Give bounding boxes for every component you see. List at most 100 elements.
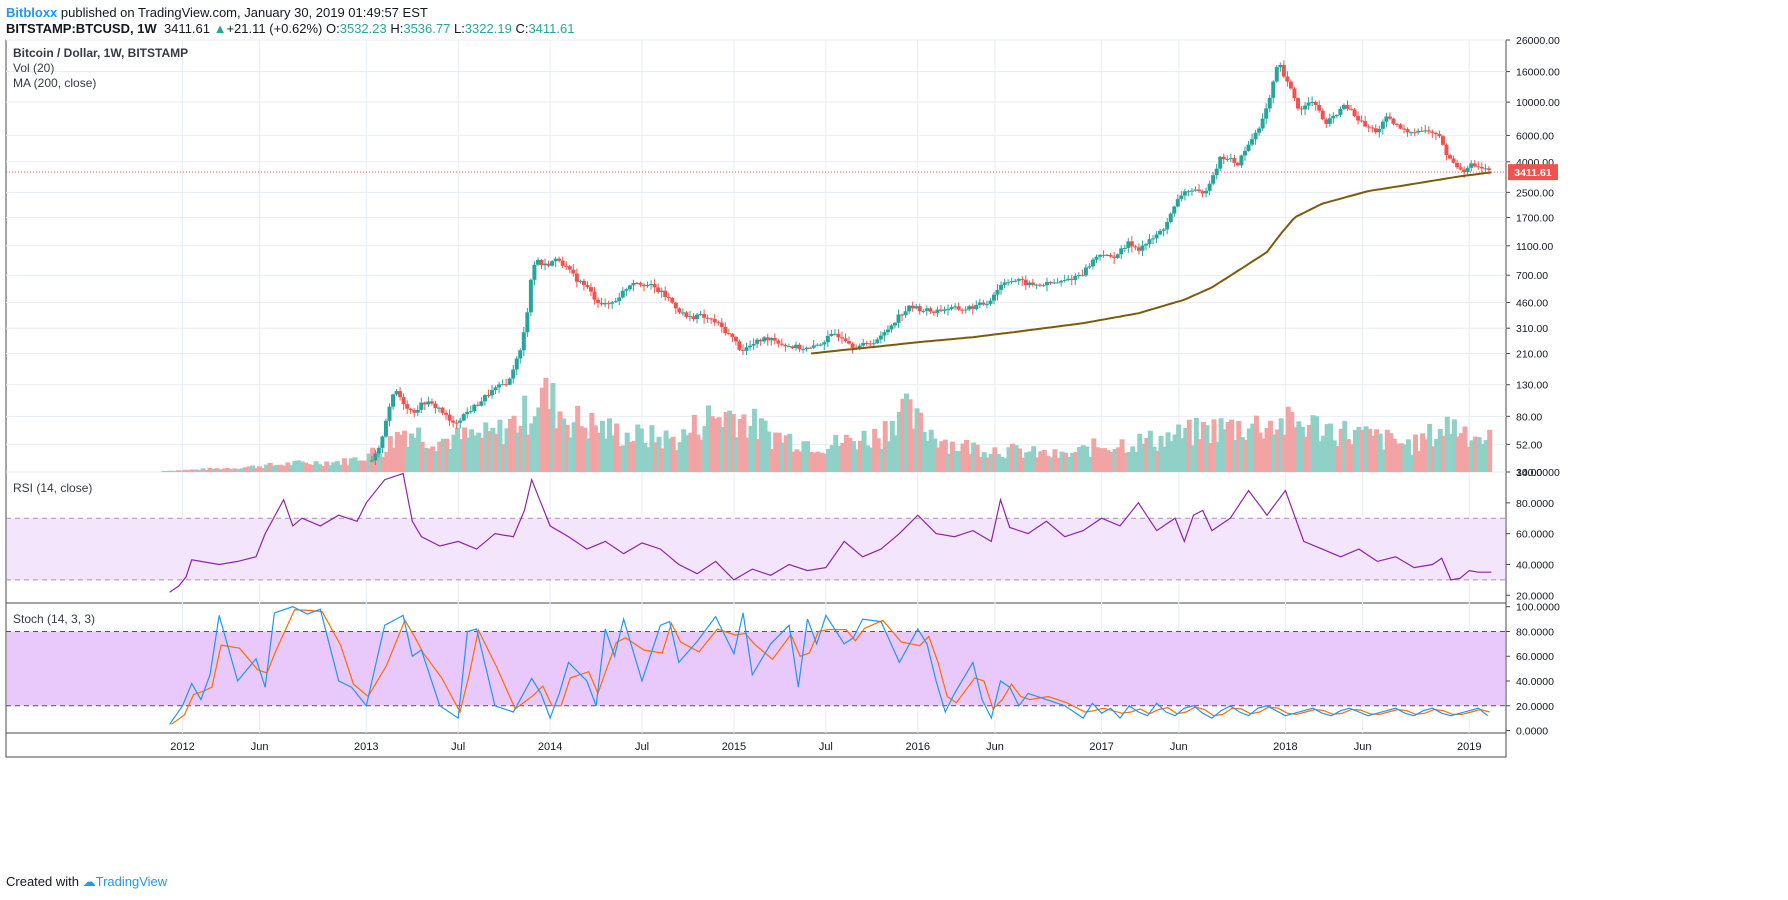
volume-bar [1197,439,1203,472]
volume-bar [317,464,323,472]
candle-body [1112,256,1117,258]
candle-body [426,401,431,405]
rsi-band [7,518,1505,580]
candle-body [401,397,406,405]
volume-bar [624,432,630,472]
x-tick-label: Jun [986,741,1004,753]
candle-body [458,420,463,423]
volume-bar [508,419,514,472]
candle-body [1179,195,1184,200]
candle-body [719,322,724,327]
volume-bar [1466,446,1472,472]
volume-bar [974,444,980,472]
volume-bar [815,451,821,472]
x-tick-label: Jun [251,741,269,753]
candle-body [691,316,696,319]
y-tick-label: 34.00 [1516,467,1542,479]
volume-bar [953,450,959,472]
candle-body [1483,168,1488,170]
volume-bar [868,447,874,472]
volume-bar [1101,448,1107,472]
volume-bar [1296,421,1302,472]
candle-body [1455,162,1460,168]
volume-bar [214,468,220,472]
volume-bar [1105,450,1111,472]
volume-bar [228,469,234,472]
candle-body [1271,81,1276,98]
candle-body [1437,134,1442,137]
volume-bar [1183,427,1189,472]
candle-body [1052,282,1057,284]
volume-bar [1112,449,1118,472]
volume-bar [889,420,895,472]
volume-bar [1193,417,1199,472]
candle-body [1235,162,1240,166]
volume-bar [660,448,666,472]
candle-body [776,340,781,344]
volume-bar [370,447,376,472]
candle-body [921,310,926,312]
candle-body [454,422,459,424]
candle-body [656,287,661,292]
candle-body [398,391,403,398]
candle-body [889,325,894,330]
candle-body [567,266,572,270]
candle-body [408,408,413,411]
volume-bar [603,438,609,472]
volume-bar [1306,424,1312,472]
candle-body [645,284,650,287]
volume-bar [1080,445,1086,472]
volume-bar [801,441,807,472]
candle-body [673,302,678,309]
volume-bar [1282,434,1288,472]
candle-body [977,302,982,305]
candle-body [1175,199,1180,207]
candle-body [677,308,682,313]
candle-body [1030,282,1035,285]
volume-bar [946,453,952,472]
volume-bar [769,448,775,472]
author-link[interactable]: Bitbloxx [6,5,58,20]
volume-bar [713,418,719,472]
volume-bar [387,436,393,472]
volume-bar [246,466,252,472]
candle-body [783,344,788,347]
volume-bar [1349,444,1355,472]
candle-body [1133,246,1138,248]
volume-bar [447,448,453,472]
candle-body [942,309,947,311]
candle-body [1257,128,1262,133]
candle-body [1225,158,1230,160]
volume-bar [896,411,902,472]
candle-body [514,358,519,370]
candle-body [1228,158,1233,160]
candle-body [1069,278,1074,280]
volume-bar [529,423,535,472]
candle-body [1440,136,1445,145]
candle-body [1267,97,1272,109]
candle-body [1239,155,1244,166]
volume-bar [1140,443,1146,472]
x-tick-label: Jul [819,741,833,753]
candle-body [490,390,495,396]
volume-bar [1374,429,1380,472]
volume-bar [985,457,991,472]
volume-bar [829,445,835,472]
volume-bar [992,447,998,472]
candle-body [928,308,933,312]
volume-bar [1314,416,1320,472]
candle-body [1433,132,1438,135]
candle-body [436,407,441,409]
volume-bar [872,428,878,472]
tradingview-brand[interactable]: TradingView [95,874,168,889]
volume-bar [1200,422,1206,472]
rsi-tick-label: 20.0000 [1516,590,1554,602]
x-tick-label: Jul [635,741,649,753]
candle-body [1310,101,1315,103]
candle-body [1317,104,1322,111]
y-tick-label: 80.00 [1516,411,1542,423]
volume-bar [1437,428,1443,472]
low-value: 3322.19 [464,21,512,36]
candle-body [868,343,873,345]
